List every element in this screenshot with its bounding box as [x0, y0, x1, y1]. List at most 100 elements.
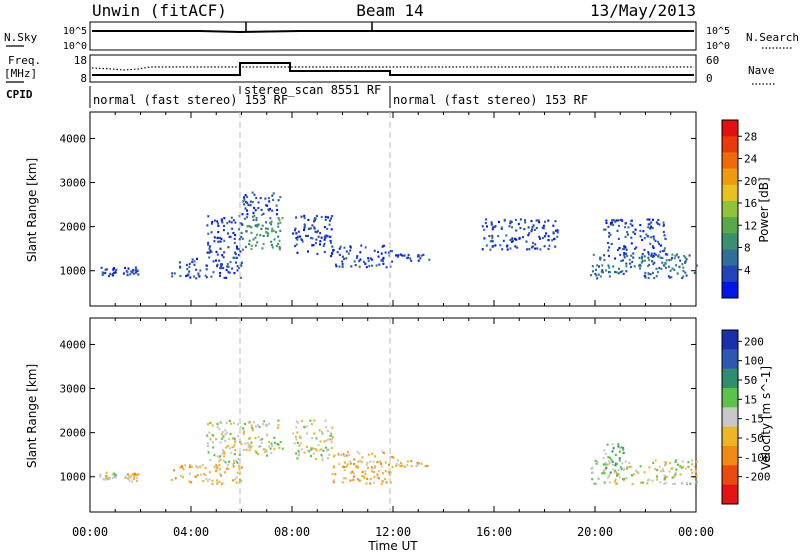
data-point: [228, 271, 231, 274]
data-point: [611, 443, 614, 446]
data-point: [541, 226, 544, 229]
data-point: [221, 482, 224, 485]
data-point: [111, 476, 114, 480]
data-point: [275, 244, 278, 248]
data-point: [258, 445, 261, 448]
data-point: [241, 223, 244, 226]
data-point: [420, 462, 423, 465]
data-point: [668, 276, 671, 279]
data-point: [361, 474, 364, 478]
data-point: [209, 245, 211, 248]
data-point: [631, 474, 633, 477]
data-point: [134, 266, 137, 269]
data-point: [174, 477, 177, 480]
data-point: [603, 258, 606, 262]
data-point: [547, 247, 550, 250]
data-point: [614, 453, 617, 456]
data-point: [612, 223, 615, 227]
data-point: [621, 462, 624, 465]
cpid-segment-3: normal (fast stereo) 153 RF: [393, 93, 588, 107]
data-point: [684, 261, 687, 264]
data-point: [216, 422, 219, 425]
data-point: [610, 458, 613, 461]
data-point: [247, 203, 250, 206]
data-point: [380, 462, 382, 465]
data-point: [319, 240, 322, 243]
data-point: [655, 221, 658, 224]
data-point: [252, 211, 255, 214]
data-point: [676, 272, 679, 275]
data-point: [341, 255, 344, 258]
velocity-colorbar-label: Velocity [m s^-1]: [759, 366, 773, 470]
data-point: [664, 266, 667, 269]
data-point: [260, 213, 263, 216]
data-point: [131, 271, 134, 274]
data-point: [232, 231, 235, 235]
data-point: [368, 264, 371, 268]
data-point: [266, 204, 269, 207]
data-point: [216, 263, 219, 266]
data-point: [609, 223, 612, 226]
data-point: [226, 263, 229, 266]
data-point: [344, 477, 347, 480]
data-point: [269, 207, 271, 211]
data-point: [115, 268, 118, 271]
data-point: [324, 218, 327, 221]
data-point: [634, 232, 636, 235]
data-point: [655, 478, 658, 481]
data-point: [257, 207, 260, 210]
data-point: [278, 239, 281, 242]
data-point: [308, 450, 311, 453]
velocity-y-axis: 1000 2000 3000 4000: [60, 318, 697, 512]
data-point: [395, 254, 398, 257]
data-point: [260, 208, 263, 211]
data-point: [489, 248, 492, 251]
data-point: [195, 464, 198, 467]
data-point: [296, 457, 299, 460]
data-point: [295, 420, 298, 423]
data-point: [630, 236, 633, 239]
data-point: [519, 226, 522, 230]
data-point: [389, 456, 392, 459]
data-point: [422, 253, 425, 256]
data-point: [235, 459, 237, 462]
data-point: [281, 217, 284, 220]
data-point: [595, 462, 598, 465]
data-point: [257, 435, 260, 439]
data-point: [528, 248, 531, 251]
data-point: [251, 191, 254, 194]
data-point: [659, 250, 662, 253]
data-point: [277, 235, 280, 238]
data-point: [108, 476, 111, 479]
data-point: [646, 479, 649, 482]
data-point: [516, 246, 519, 249]
data-point: [346, 463, 349, 466]
data-point: [509, 247, 512, 250]
data-point: [206, 264, 209, 267]
data-point: [612, 447, 615, 450]
data-point: [659, 481, 662, 484]
data-point: [599, 275, 602, 278]
data-point: [263, 451, 266, 454]
data-point: [232, 437, 234, 440]
data-point: [537, 219, 540, 222]
data-point: [230, 422, 233, 425]
data-point: [614, 462, 617, 465]
data-point: [407, 253, 410, 256]
data-point: [319, 232, 322, 235]
data-point: [247, 445, 250, 448]
data-point: [208, 471, 211, 474]
data-point: [232, 445, 235, 448]
data-point: [399, 461, 402, 465]
data-point: [278, 446, 281, 449]
data-point: [269, 447, 272, 450]
data-point: [324, 446, 327, 449]
data-point: [484, 222, 487, 225]
data-point: [224, 429, 227, 432]
data-point: [641, 253, 644, 256]
data-point: [650, 225, 653, 228]
data-point: [229, 261, 232, 264]
nave-trace: [91, 66, 694, 71]
data-point: [685, 274, 688, 277]
data-point: [244, 207, 247, 210]
